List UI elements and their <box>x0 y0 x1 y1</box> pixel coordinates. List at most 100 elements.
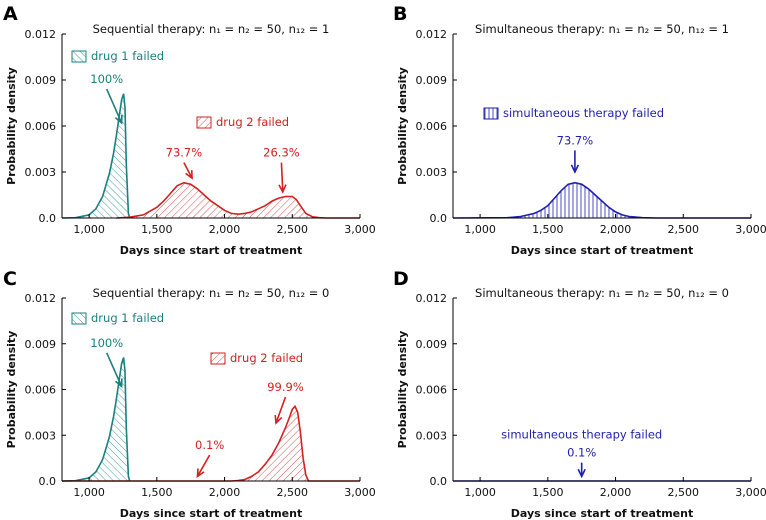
y-tick-label: 0.012 <box>416 292 448 305</box>
panel-title: Sequential therapy: n₁ = n₂ = 50, n₁₂ = … <box>93 22 330 36</box>
annotation-label: 0.1% <box>567 446 596 460</box>
y-tick-label: 0.0 <box>39 475 57 488</box>
y-tick-label: 0.009 <box>416 338 448 351</box>
panel-letter: B <box>393 3 407 25</box>
x-tick-label: 2,500 <box>668 223 700 236</box>
y-axis-label: Probability density <box>5 331 18 449</box>
series-area-drug1 <box>62 93 130 218</box>
y-tick-label: 0.0 <box>39 212 57 225</box>
x-tick-label: 1,000 <box>464 223 496 236</box>
y-axis-label: Probability density <box>396 331 409 449</box>
panel-a: A 0.0 0.003 0.006 0.009 0.012 1,000 1,500 2,000 2… <box>3 3 376 257</box>
x-tick-label: 3,000 <box>344 486 376 499</box>
x-tick-label: 2,000 <box>600 486 632 499</box>
x-tick-label: 3,000 <box>344 223 376 236</box>
x-tick-label: 2,000 <box>209 486 241 499</box>
x-tick-label: 3,000 <box>735 223 766 236</box>
y-tick-label: 0.003 <box>416 166 448 179</box>
annotation-arrow <box>183 162 193 179</box>
y-tick-label: 0.003 <box>25 429 57 442</box>
x-tick-label: 1,500 <box>141 486 173 499</box>
y-tick-label: 0.009 <box>25 338 57 351</box>
legend-label: drug 1 failed <box>91 311 164 325</box>
legend-swatch <box>483 107 499 120</box>
y-tick-label: 0.006 <box>25 120 57 133</box>
x-tick-label: 1,500 <box>141 223 173 236</box>
x-tick-label: 2,500 <box>277 223 309 236</box>
x-tick-label: 2,500 <box>668 486 700 499</box>
legend-label: drug 2 failed <box>216 115 289 129</box>
y-tick-label: 0.009 <box>25 74 57 87</box>
annotation-label: 100% <box>90 72 123 86</box>
annotation-arrowhead <box>114 378 123 389</box>
y-tick-label: 0.006 <box>25 384 57 397</box>
legend-swatch <box>210 352 226 365</box>
panels-layer: A 0.0 0.003 0.006 0.009 0.012 1,000 1,500 2,000 2… <box>3 3 766 520</box>
panel-title: Sequential therapy: n₁ = n₂ = 50, n₁₂ = … <box>93 286 330 300</box>
annotation-arrow <box>275 396 287 424</box>
y-tick-label: 0.009 <box>416 74 448 87</box>
y-axis-label: Probability density <box>396 67 409 185</box>
series-line-simultaneous <box>452 181 751 219</box>
y-tick-label: 0.003 <box>416 429 448 442</box>
x-tick-label: 1,000 <box>73 486 105 499</box>
x-tick-label: 1,000 <box>73 223 105 236</box>
annotation-label: 0.1% <box>195 438 224 452</box>
y-tick-label: 0.0 <box>430 212 448 225</box>
annotation-arrow <box>280 162 284 192</box>
legend-swatch <box>196 116 212 129</box>
x-axis-label: Days since start of treatment <box>120 244 302 257</box>
panel-letter: D <box>393 268 409 290</box>
annotation-label: 73.7% <box>557 133 594 147</box>
annotation-label: simultaneous therapy failed <box>501 427 662 441</box>
legend-label: drug 1 failed <box>91 49 164 63</box>
annotation-label: 26.3% <box>263 146 300 160</box>
y-tick-label: 0.006 <box>416 120 448 133</box>
panel-d: D 0.0 0.003 0.006 0.009 0.012 1,000 1,500 2,000 2… <box>393 268 766 520</box>
x-tick-label: 2,500 <box>277 486 309 499</box>
annotation-arrowhead <box>185 170 193 180</box>
annotation-arrowhead <box>278 184 287 194</box>
y-tick-label: 0.006 <box>416 384 448 397</box>
annotation-arrow <box>105 88 123 124</box>
x-tick-label: 2,000 <box>209 223 241 236</box>
y-tick-label: 0.012 <box>25 292 57 305</box>
legend-swatch <box>71 50 87 63</box>
series-line-drug1 <box>61 93 131 219</box>
annotation-arrow <box>196 454 211 477</box>
annotation-label: 73.7% <box>166 146 203 160</box>
x-tick-label: 3,000 <box>735 486 766 499</box>
annotation-arrowhead <box>577 468 586 479</box>
y-tick-label: 0.012 <box>416 28 448 41</box>
x-tick-label: 1,000 <box>464 486 496 499</box>
legend-label: drug 2 failed <box>230 351 303 365</box>
series-line-drug2 <box>62 404 360 482</box>
legend-label: simultaneous therapy failed <box>503 106 664 120</box>
x-tick-label: 1,500 <box>532 223 564 236</box>
y-axis-label: Probability density <box>5 67 18 185</box>
x-tick-label: 1,500 <box>532 486 564 499</box>
series-area-drug2 <box>62 406 360 481</box>
annotation-arrowhead <box>196 468 205 479</box>
panel-b: B 0.0 0.003 0.006 0.009 0.012 1,000 1,500 2,000 2… <box>393 3 766 257</box>
series-area-drug1 <box>62 357 130 481</box>
series-area-simultaneous <box>453 182 751 218</box>
series-line-drug1 <box>61 357 131 482</box>
panel-letter: A <box>3 3 18 25</box>
annotation-label: 99.9% <box>267 380 304 394</box>
series-line-drug2 <box>116 181 360 219</box>
panel-letter: C <box>3 268 17 290</box>
x-tick-label: 2,000 <box>600 223 632 236</box>
series-area-drug2 <box>116 182 360 218</box>
annotation-arrowhead <box>274 415 283 425</box>
panel-title: Simultaneous therapy: n₁ = n₂ = 50, n₁₂ … <box>475 22 729 36</box>
panel-c: C 0.0 0.003 0.006 0.009 0.012 1,000 1,500 2,000 2… <box>3 268 376 520</box>
x-axis-label: Days since start of treatment <box>511 507 693 520</box>
annotation-label: 100% <box>90 336 123 350</box>
panel-title: Simultaneous therapy: n₁ = n₂ = 50, n₁₂ … <box>475 286 729 300</box>
y-tick-label: 0.012 <box>25 28 57 41</box>
legend-swatch <box>71 312 87 325</box>
annotation-arrowhead <box>114 114 123 125</box>
x-axis-label: Days since start of treatment <box>120 507 302 520</box>
